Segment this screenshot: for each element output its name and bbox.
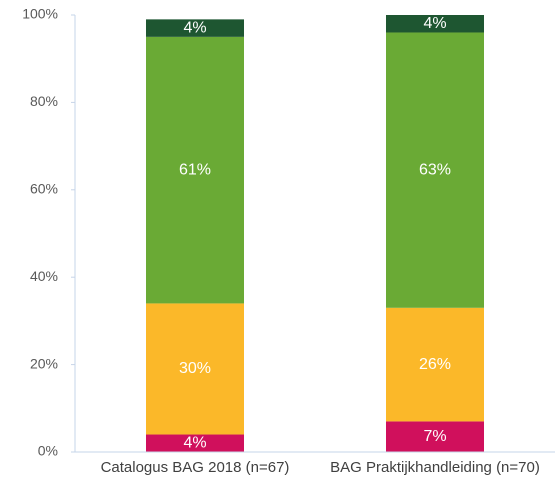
data-label: 7% (423, 428, 446, 445)
data-label: 26% (419, 356, 451, 373)
x-tick-label: BAG Praktijkhandleiding (n=70) (330, 459, 540, 476)
y-tick-label: 80% (30, 93, 58, 109)
data-label: 61% (179, 161, 211, 178)
bar-segment (146, 434, 244, 452)
bar-segment (386, 32, 484, 308)
y-tick-label: 0% (38, 443, 58, 459)
data-label: 4% (183, 19, 206, 36)
data-label: 4% (183, 434, 206, 451)
data-label: 30% (179, 360, 211, 377)
bar-segment (146, 303, 244, 435)
bar-segment (386, 15, 484, 33)
bar-segment (386, 421, 484, 452)
y-tick-label: 40% (30, 268, 58, 284)
y-tick-label: 60% (30, 181, 58, 197)
bar-segment (386, 307, 484, 422)
y-tick-label: 100% (22, 6, 58, 22)
x-tick-label: Catalogus BAG 2018 (n=67) (100, 459, 290, 476)
data-label: 4% (423, 15, 446, 32)
y-tick-label: 20% (30, 355, 58, 371)
data-label: 63% (419, 161, 451, 178)
bar-segment (146, 36, 244, 304)
bar-segment (146, 19, 244, 37)
